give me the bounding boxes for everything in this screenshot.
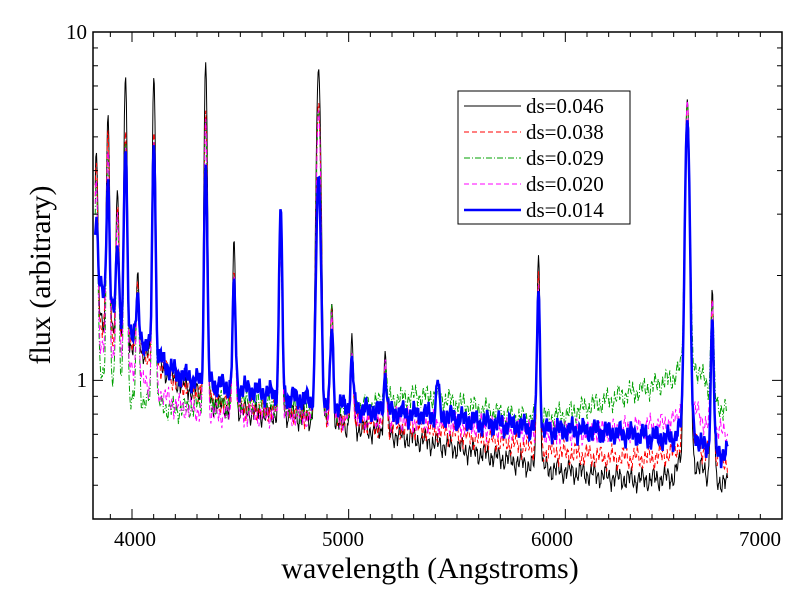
- legend-label: ds=0.029: [526, 146, 604, 170]
- legend-entry: ds=0.020: [464, 172, 604, 196]
- legend-label: ds=0.020: [526, 172, 604, 196]
- series-layer: [93, 62, 729, 494]
- legend-entry: ds=0.046: [464, 94, 604, 118]
- x-tick-labels: 4000 5000 6000 7000: [114, 527, 781, 551]
- series-line-5: [93, 120, 729, 469]
- series-line-2: [94, 102, 729, 477]
- legend-entry: ds=0.014: [464, 198, 604, 222]
- x-tick-label: 6000: [531, 527, 573, 551]
- x-tick-label: 4000: [114, 527, 156, 551]
- legend-label: ds=0.046: [526, 94, 604, 118]
- legend: ds=0.046 ds=0.038 ds=0.029 ds=0.020 ds=0…: [457, 90, 631, 225]
- ticks-layer: [93, 31, 783, 520]
- y-axis-label: flux (arbitrary): [24, 185, 57, 364]
- y-tick-labels: 1 10: [66, 20, 87, 392]
- legend-entry: ds=0.038: [464, 120, 604, 144]
- y-tick-label: 1: [77, 368, 88, 392]
- x-axis-label: wavelength (Angstroms): [281, 552, 578, 585]
- legend-label: ds=0.014: [526, 198, 604, 222]
- y-tick-label: 10: [66, 20, 87, 44]
- x-tick-label: 7000: [739, 527, 781, 551]
- x-tick-label: 5000: [322, 527, 364, 551]
- series-line-3: [94, 102, 728, 432]
- legend-entry: ds=0.029: [464, 146, 604, 170]
- legend-label: ds=0.038: [526, 120, 604, 144]
